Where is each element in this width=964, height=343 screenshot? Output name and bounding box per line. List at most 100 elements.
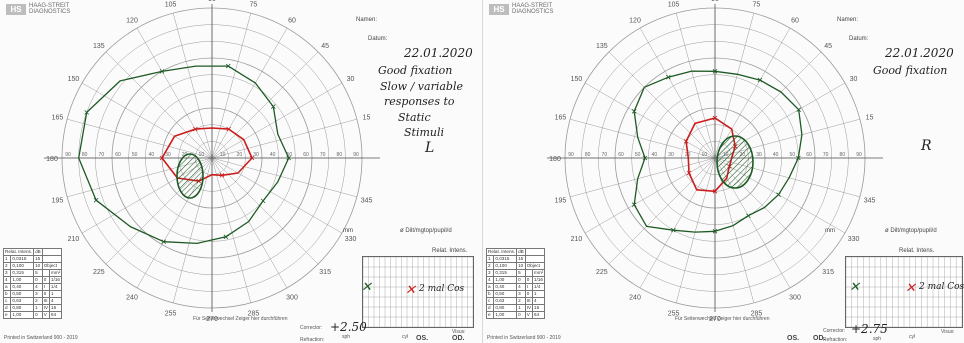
table-row: b 0,50 3 II 1: [485, 290, 546, 298]
tbl-cell: 1: [33, 304, 43, 312]
radial-tick-label: 10: [220, 152, 226, 158]
meridian-line: [584, 82, 716, 159]
angle-label: 30: [850, 76, 858, 83]
radial-tick-label: 40: [773, 152, 779, 158]
mm-label: mm: [825, 228, 835, 234]
rel-intens-header: Relat. Intens.: [432, 248, 468, 254]
blind-spot-left: [176, 153, 204, 199]
tbl-cell: 3: [33, 290, 43, 298]
radial-tick-label: 60: [303, 152, 309, 158]
tbl-cell: [524, 269, 534, 277]
isopter-point-mark: [260, 198, 266, 204]
table-row: 4 1,00 0 0 1/16: [2, 276, 63, 284]
visual-field-chart-right: 9010512013515016518019521022524025527028…: [482, 0, 964, 343]
tbl-cell: 0: [33, 311, 43, 319]
rel-intens-header: Relat. Intens.: [899, 248, 935, 254]
isopter-point-mark: [93, 197, 99, 203]
radial-tick-label: 50: [635, 152, 641, 158]
footer-print: Printed in Switzerland 900 - 2019: [4, 335, 78, 341]
meridian-line: [211, 51, 319, 159]
tbl-cell: II: [41, 290, 51, 298]
isopter-point-mark: [746, 213, 751, 219]
meridian-line: [172, 157, 213, 303]
handwritten-note-3: responses to: [384, 95, 455, 108]
table-row: e 1,00 0 V 64: [2, 311, 63, 319]
radial-tick-label: 30: [253, 152, 259, 158]
table-row: c 0,63 2 III 4: [485, 297, 546, 305]
tbl-cell: c: [2, 297, 12, 305]
handwritten-eye-label: L: [425, 140, 435, 156]
green-target-mark: ✕: [361, 280, 372, 295]
pupil-label: ø Dilt/mgtop/pupil/d: [400, 228, 452, 234]
tbl-cell: d: [485, 304, 495, 312]
angle-label: 210: [68, 236, 80, 243]
isopter-point-mark: [249, 155, 255, 161]
angle-label: 195: [52, 197, 64, 204]
isopter-point-mark: [642, 155, 648, 161]
tbl-head-blank: [524, 248, 546, 256]
radial-tick-label: 80: [337, 152, 343, 158]
angle-label: 150: [68, 76, 80, 83]
radial-tick-label: 70: [99, 152, 105, 158]
tbl-cell: 16: [49, 304, 63, 312]
tbl-cell: 1: [2, 255, 12, 263]
angle-label: 135: [93, 43, 105, 50]
tbl-cell: mm²: [49, 269, 63, 277]
radial-tick-label: 10: [702, 152, 708, 158]
brand-mark: HS: [489, 3, 509, 15]
visus-label: Visus:: [941, 329, 955, 335]
tbl-cell: IV: [524, 304, 534, 312]
meridian-line: [570, 118, 716, 159]
tbl-cell: 0,40: [10, 283, 35, 291]
angle-label: 345: [361, 197, 373, 204]
perimetry-grid-right: 90 105 120 135 150 165 180 195 210 225 240 255 270 28…: [547, 0, 883, 323]
tbl-cell: 0,315: [493, 269, 518, 277]
tbl-cell: 0: [524, 276, 534, 284]
angle-label: 120: [629, 17, 641, 24]
handwritten-note-5: Stimuli: [404, 126, 445, 139]
meridian-line: [675, 13, 716, 159]
tbl-cell: [41, 255, 63, 263]
radial-tick-label: 30: [756, 152, 762, 158]
tbl-cell: 4: [2, 276, 12, 284]
radial-tick-label: 40: [149, 152, 155, 158]
radial-tick-label: 80: [82, 152, 88, 158]
sph-label: sph: [342, 334, 351, 340]
radial-tick-label: 10: [199, 152, 205, 158]
object-grid-lines: [363, 257, 473, 327]
tbl-head-db: dB: [516, 248, 526, 256]
tbl-head-intens: Relat. Intens.: [2, 248, 35, 256]
tbl-cell: 1,00: [10, 311, 35, 319]
date-label: Datum:: [368, 36, 388, 42]
red-target-mark: ✕: [405, 283, 416, 298]
tbl-cell: c: [485, 297, 495, 305]
radial-tick-label: 50: [287, 152, 293, 158]
isopter-point-mark: [712, 115, 718, 121]
os-label: OS.: [787, 335, 800, 342]
meridian-line: [639, 157, 716, 289]
angle-label: 225: [93, 269, 105, 276]
radial-tick-label: 60: [115, 152, 121, 158]
isopter-point-mark: [796, 155, 801, 161]
tbl-cell: e: [2, 311, 12, 319]
meridian-line: [675, 157, 716, 303]
brand-sub: DIAGNOSTICS: [29, 9, 71, 15]
meridian-line: [639, 27, 716, 159]
angle-label: 330: [848, 236, 860, 243]
tbl-cell: 0,50: [493, 290, 518, 298]
tbl-cell: 1/16: [532, 276, 546, 284]
isopter-point-mark: [159, 155, 165, 161]
handwritten-date: 22.01.2020: [404, 46, 473, 60]
isopter-point-mark: [686, 170, 692, 176]
tbl-cell: 4: [516, 283, 526, 291]
name-label: Namen:: [837, 17, 859, 23]
meridian-line: [714, 13, 755, 159]
brand-mark: HS: [6, 3, 26, 15]
isopter-point-mark: [712, 229, 718, 234]
os-label: OS.: [416, 335, 429, 342]
angle-label: 105: [165, 1, 177, 8]
side-change-label: Für Seitenwechsel Zeiger hier durchführe…: [193, 316, 288, 322]
angle-label: 15: [363, 115, 371, 122]
tbl-cell: 1/16: [49, 276, 63, 284]
red-target-mark: ✕: [905, 281, 916, 296]
